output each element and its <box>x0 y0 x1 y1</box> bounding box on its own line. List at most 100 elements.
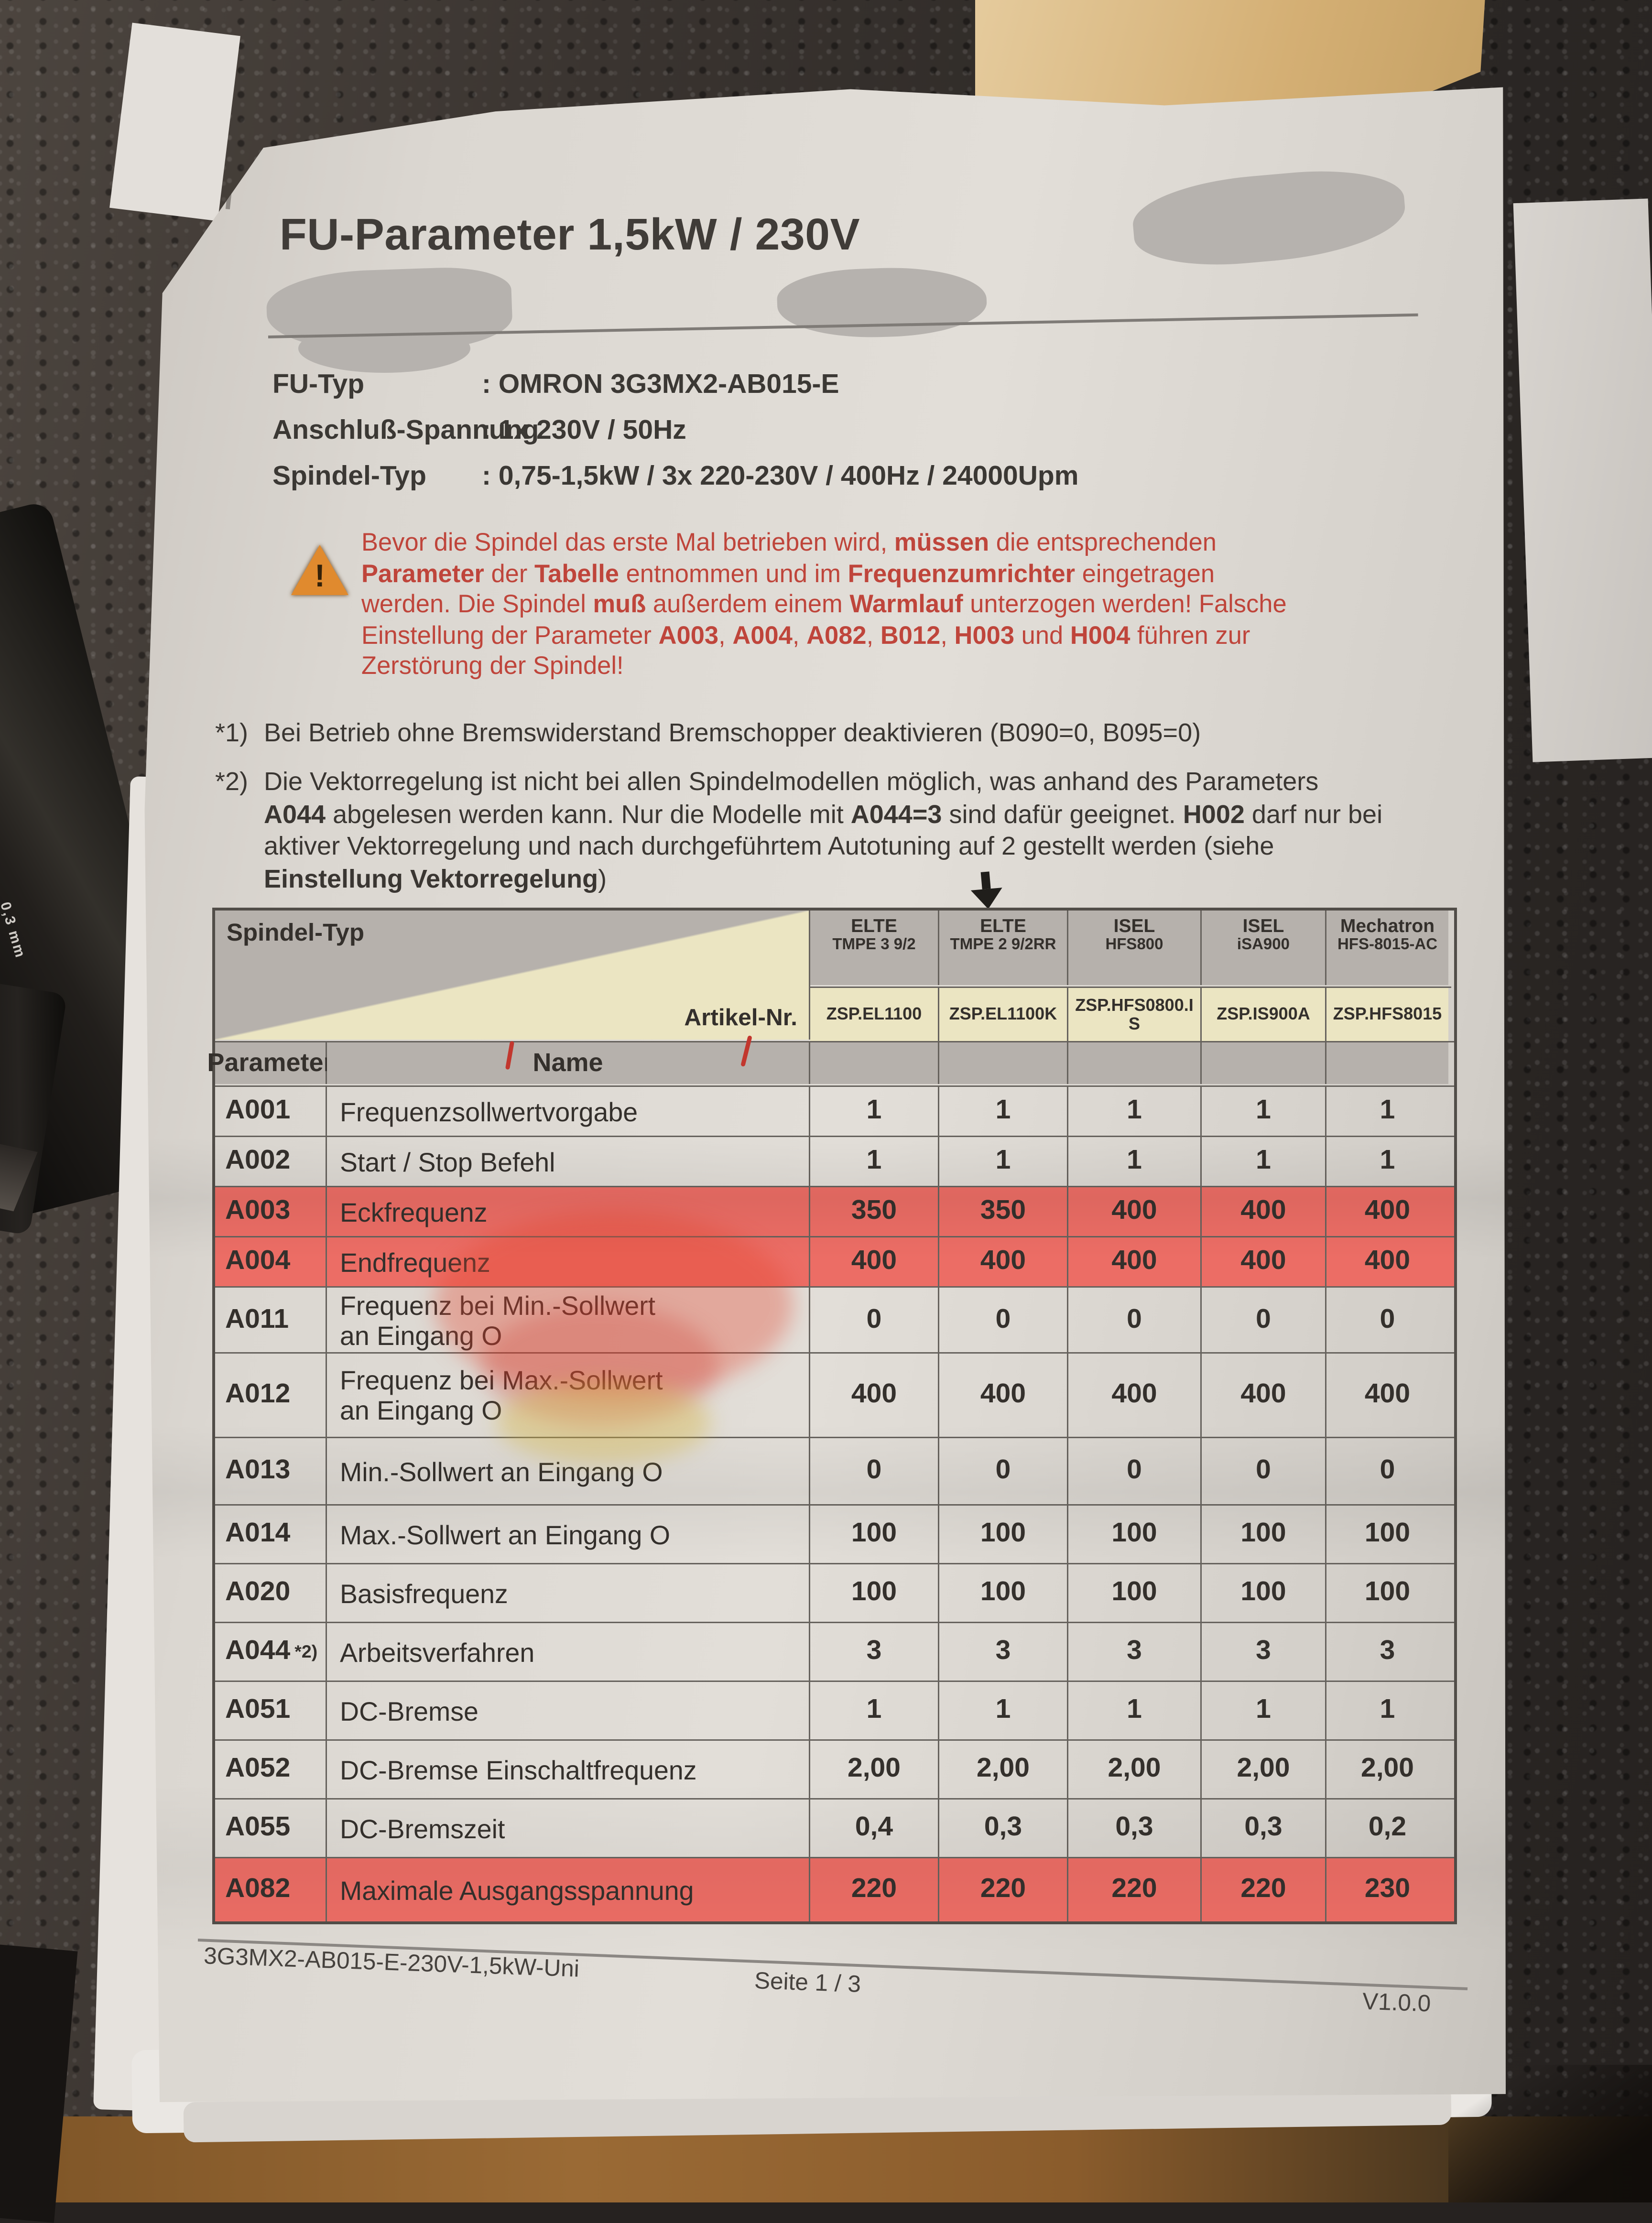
footer-version: V1.0.0 <box>1362 1989 1432 2017</box>
parameter-code: A004 <box>225 1246 291 1276</box>
artikel-cell-5: ZSP.HFS8015 <box>1326 988 1448 1041</box>
value-cell: 100 <box>1068 1564 1202 1622</box>
parameter-code: A001 <box>225 1095 291 1126</box>
parameter-cell: A001 <box>215 1087 327 1136</box>
value-cell: 1 <box>1068 1682 1202 1739</box>
parameter-cell: A082 <box>215 1858 327 1921</box>
footnote-1: *1) Bei Betrieb ohne Bremswiderstand Bre… <box>215 717 1411 749</box>
info-row-fu-typ: FU-Typ : OMRON 3G3MX2-AB015-E <box>272 370 839 401</box>
parameter-code: A052 <box>225 1754 291 1784</box>
parameter-code: A051 <box>225 1695 291 1725</box>
parameter-cell: A052 <box>215 1741 327 1798</box>
value-cell: 3 <box>1068 1623 1202 1681</box>
value-cell: 100 <box>1202 1506 1326 1563</box>
value-cell: 0,3 <box>1068 1800 1202 1857</box>
column-header-3: ISEL HFS800 <box>1068 911 1202 985</box>
footnote-marker: *1) <box>215 718 249 747</box>
name-cell: DC-Bremse Einschaltfrequenz <box>327 1741 810 1798</box>
column-header-2: ELTE TMPE 2 9/2RR <box>939 911 1068 985</box>
document-page: FU-Parameter 1,5kW / 230V FU-Typ : OMRON… <box>144 87 1506 2102</box>
value-cell: 400 <box>1068 1237 1202 1286</box>
table-row-A082: A082 Maximale Ausgangsspannung 220 220 220 22… <box>215 1858 1454 1921</box>
value-cell: 0,2 <box>1368 1812 1407 1843</box>
artikel-cell-3: ZSP.HFS0800.IS <box>1068 988 1202 1041</box>
info-value: : OMRON 3G3MX2-AB015-E <box>482 370 839 400</box>
column-header-4: ISEL iSA900 <box>1202 911 1326 985</box>
parameter-footnote-ref: *2) <box>294 1642 318 1662</box>
value-cell: 220 <box>939 1858 1068 1921</box>
value-cell: 1 <box>1202 1087 1326 1136</box>
name-cell: DC-Bremszeit <box>327 1800 810 1857</box>
subheader-empty-cell <box>1068 1042 1202 1084</box>
value-cell: 400 <box>1364 1379 1411 1410</box>
value-cell: 2,00 <box>939 1741 1068 1798</box>
artikel-cell-4: ZSP.IS900A <box>1202 988 1326 1041</box>
info-label: Spindel-Typ <box>272 462 426 492</box>
table-row-A001: A001 Frequenzsollwertvorgabe 1 1 1 1 1 <box>215 1087 1454 1137</box>
value-cell: 400 <box>939 1354 1068 1437</box>
parameter-cell: A044 *2) <box>215 1623 327 1681</box>
parameter-code: A014 <box>225 1518 291 1549</box>
value-cell: 100 <box>810 1564 939 1622</box>
value-cell: 0 <box>810 1438 939 1504</box>
name-cell: Eckfrequenz <box>327 1187 810 1236</box>
value-cell: 100 <box>1364 1577 1411 1607</box>
value-cell: 1 <box>810 1137 939 1186</box>
column-header-1: ELTE TMPE 3 9/2 <box>810 911 939 985</box>
parameter-code: A082 <box>225 1874 291 1904</box>
model-name: TMPE 2 9/2RR <box>950 936 1056 954</box>
model-name: HFS-8015-AC <box>1337 936 1438 954</box>
footer-doc-id: 3G3MX2-AB015-E-230V-1,5kW-Uni <box>203 1943 580 1983</box>
value-cell: 0 <box>939 1438 1068 1504</box>
value-cell: 400 <box>1202 1187 1326 1236</box>
table-row-A004: A004 Endfrequenz 400 400 400 400 400 <box>215 1237 1454 1288</box>
name-cell: Frequenz bei Min.-Sollwert an Eingang O <box>327 1288 810 1352</box>
brand-header-row: ELTE TMPE 3 9/2 ELTE TMPE 2 9/2RR ISEL HFS800… <box>810 911 1451 988</box>
value-cell: 2,00 <box>810 1741 939 1798</box>
value-cell: 3 <box>1202 1623 1326 1681</box>
brand-name: ELTE <box>980 915 1026 936</box>
info-row-anschluss-spannung: Anschluß-Spannung : 1x 230V / 50Hz <box>272 416 686 447</box>
name-cell: Frequenz bei Max.-Sollwert an Eingang O <box>327 1354 810 1437</box>
value-cell: 1 <box>939 1682 1068 1739</box>
brand-name: Mechatron <box>1340 915 1435 936</box>
value-cell: 400 <box>1068 1187 1202 1236</box>
value-cell: 400 <box>1202 1237 1326 1286</box>
value-cell: 0 <box>1202 1438 1326 1504</box>
value-cell: 2,00 <box>1361 1754 1414 1784</box>
table-row-A051: A051 DC-Bremse 1 1 1 1 1 <box>215 1682 1454 1741</box>
name-cell: Start / Stop Befehl <box>327 1137 810 1186</box>
value-cell: 0 <box>1380 1455 1395 1486</box>
info-value: : 1x 230V / 50Hz <box>482 416 686 446</box>
value-cell: 100 <box>939 1506 1068 1563</box>
name-cell: Max.-Sollwert an Eingang O <box>327 1506 810 1563</box>
name-cell: Frequenzsollwertvorgabe <box>327 1087 810 1136</box>
parameter-cell: A002 <box>215 1137 327 1186</box>
value-cell: 1 <box>939 1137 1068 1186</box>
artikel-number-row: ZSP.EL1100 ZSP.EL1100K ZSP.HFS0800.IS ZSP.I… <box>810 988 1451 1041</box>
value-cell: 1 <box>1202 1682 1326 1739</box>
value-cell: 100 <box>1364 1518 1411 1549</box>
brand-name: ELTE <box>851 915 897 936</box>
parameter-code: A020 <box>225 1577 291 1607</box>
value-cell: 400 <box>1364 1196 1411 1226</box>
parameter-cell: A051 <box>215 1682 327 1739</box>
redaction-blob <box>776 264 988 341</box>
artikel-cell-2: ZSP.EL1100K <box>939 988 1068 1041</box>
parameter-code: A002 <box>225 1146 291 1176</box>
value-cell: 0 <box>1068 1288 1202 1352</box>
parameter-cell: A012 <box>215 1354 327 1437</box>
brand-name: ISEL <box>1242 915 1284 936</box>
table-header: Spindel-Typ Artikel-Nr. ELTE TMPE 3 9/2 EL… <box>215 911 1454 1041</box>
value-cell: 1 <box>1380 1695 1395 1725</box>
parameter-cell: A020 <box>215 1564 327 1622</box>
table-row-A055: A055 DC-Bremszeit 0,4 0,3 0,3 0,3 0,2 <box>215 1800 1454 1858</box>
footnote-text: Die Vektorregelung ist nicht bei allen S… <box>264 767 1383 893</box>
name-cell: Maximale Ausgangsspannung <box>327 1858 810 1921</box>
value-cell: 0 <box>810 1288 939 1352</box>
table-corner-cell: Spindel-Typ Artikel-Nr. <box>215 911 810 1040</box>
value-cell: 3 <box>939 1623 1068 1681</box>
parameter-table: Spindel-Typ Artikel-Nr. ELTE TMPE 3 9/2 EL… <box>207 908 1457 1924</box>
model-name: HFS800 <box>1105 936 1163 954</box>
